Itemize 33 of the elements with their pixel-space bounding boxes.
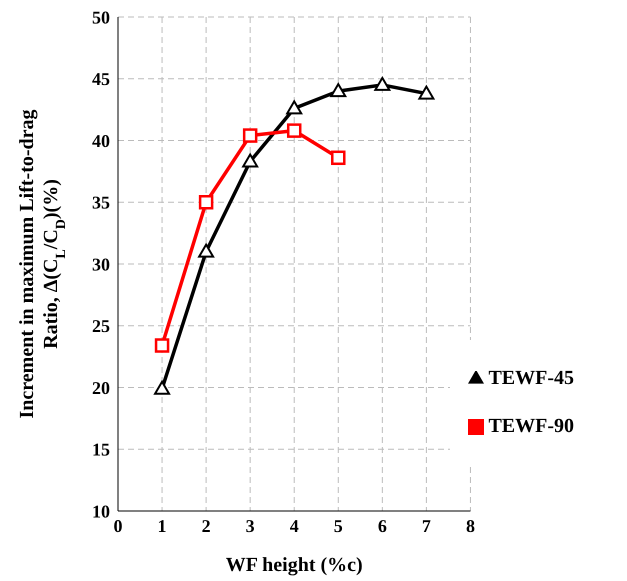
point	[374, 76, 390, 91]
x-tick-label: 2	[202, 516, 211, 536]
point	[198, 195, 214, 210]
point	[286, 123, 302, 138]
y-tick-label: 15	[92, 440, 110, 460]
y-tick-label: 20	[92, 378, 110, 398]
x-tick-label: 7	[422, 516, 431, 536]
y-tick-label: 10	[92, 501, 110, 522]
x-tick-label: 0	[114, 516, 122, 536]
x-tick-label: 4	[290, 516, 299, 536]
x-tick-label: 3	[246, 516, 255, 536]
point	[331, 150, 346, 166]
y-tick-label: 25	[92, 316, 110, 336]
point	[154, 380, 170, 395]
legend-label: TEWF-45	[488, 367, 574, 389]
x-tick-label: 8	[466, 516, 475, 536]
legend-label: TEWF-90	[488, 415, 574, 437]
point	[154, 338, 170, 353]
x-tick-label: 5	[334, 516, 343, 536]
point	[242, 153, 258, 168]
point	[242, 128, 258, 143]
point	[286, 100, 302, 114]
point	[418, 86, 434, 100]
y-tick-label: 50	[92, 7, 110, 28]
y-tick-label: 35	[92, 192, 110, 213]
x-tick-label: 6	[378, 516, 387, 536]
point	[198, 244, 214, 258]
x-axis-title: WF height (%c)	[226, 554, 363, 576]
point	[330, 83, 346, 98]
x-tick-label: 1	[158, 516, 167, 536]
y-tick-label: 30	[92, 254, 110, 274]
y-tick-label: 40	[92, 130, 110, 151]
y-tick-label: 45	[92, 69, 110, 90]
